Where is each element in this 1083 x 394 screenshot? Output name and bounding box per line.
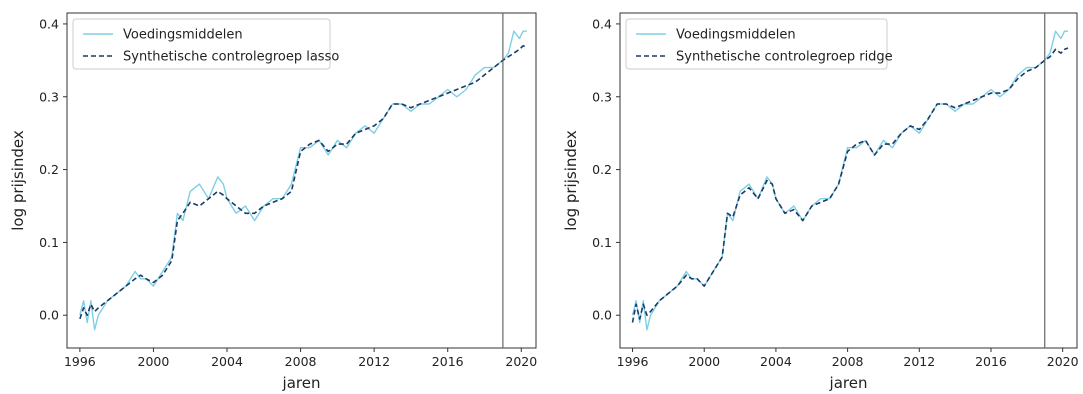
series-line-1 xyxy=(631,30,1068,331)
y-axis-label: log prijsindex xyxy=(9,130,27,231)
chart-panel-2: 1996 2000 2004 2008 2012 2016 2020 0.0 0.1 0.2 0.3… xyxy=(562,12,1079,392)
x-tick-label: 2008 xyxy=(285,354,317,369)
series-line-2 xyxy=(631,47,1069,323)
x-axis-label: jaren xyxy=(282,374,321,392)
y-tick-label: 0.4 xyxy=(592,16,612,31)
x-axis-label: jaren xyxy=(829,374,868,392)
x-tick-label: 2004 xyxy=(211,354,243,369)
y-tick-label: 0.0 xyxy=(592,308,612,323)
y-tick-label: 0.2 xyxy=(39,162,59,177)
chart-panel-1: 1996 2000 2004 2008 2012 2016 2020 0.0 0.1 0.2 0.3… xyxy=(9,12,537,392)
y-tick-label: 0.0 xyxy=(39,308,59,323)
y-tick-label: 0.2 xyxy=(592,162,612,177)
x-tick-label: 2020 xyxy=(505,354,537,369)
x-tick-label: 2008 xyxy=(832,354,864,369)
x-tick-label: 1996 xyxy=(64,354,96,369)
y-tick-label: 0.4 xyxy=(39,16,59,31)
legend-box xyxy=(625,18,888,70)
x-tick-label: 1996 xyxy=(617,354,649,369)
x-tick-label: 2016 xyxy=(975,354,1007,369)
series-line-2 xyxy=(79,44,528,320)
x-tick-label: 2004 xyxy=(760,354,792,369)
y-tick-label: 0.3 xyxy=(39,89,59,104)
x-tick-label: 2000 xyxy=(688,354,720,369)
y-tick-label: 0.3 xyxy=(592,89,612,104)
x-tick-label: 2012 xyxy=(903,354,935,369)
legend-label: Voedingsmiddelen xyxy=(676,28,796,43)
legend-label: Synthetische controlegroep lasso xyxy=(123,50,339,65)
legend-box xyxy=(72,18,331,70)
plot-frame xyxy=(66,12,537,349)
y-tick-label: 0.1 xyxy=(39,235,59,250)
x-tick-label: 2020 xyxy=(1047,354,1079,369)
legend: Voedingsmiddelen Synthetische controlegro… xyxy=(72,18,339,70)
y-tick-label: 0.1 xyxy=(592,235,612,250)
x-tick-label: 2012 xyxy=(358,354,390,369)
legend-label: Voedingsmiddelen xyxy=(123,28,243,43)
y-axis-label: log prijsindex xyxy=(562,130,580,231)
legend-label: Synthetische controlegroep ridge xyxy=(676,50,893,65)
legend: Voedingsmiddelen Synthetische controlegro… xyxy=(625,18,893,70)
x-tick-label: 2000 xyxy=(138,354,170,369)
series-line-1 xyxy=(79,30,527,331)
x-tick-label: 2016 xyxy=(432,354,464,369)
plot-frame xyxy=(619,12,1078,349)
